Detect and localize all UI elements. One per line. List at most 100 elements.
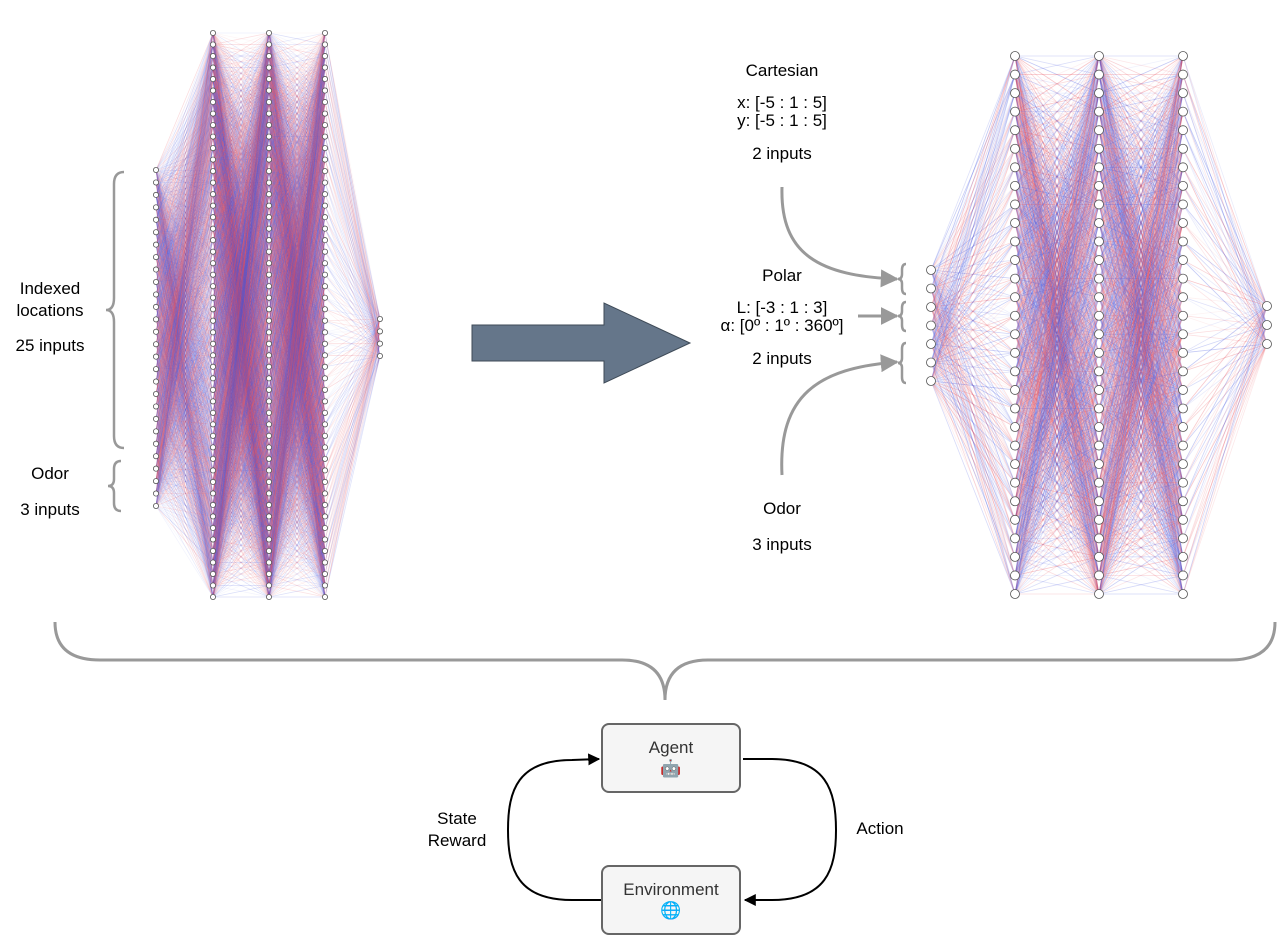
connection	[155, 206, 214, 218]
connection	[155, 207, 214, 356]
connection	[155, 231, 214, 253]
connection	[155, 281, 214, 333]
connection	[155, 44, 214, 295]
connection	[155, 231, 214, 264]
connection	[155, 169, 214, 310]
connection	[155, 257, 214, 436]
connection	[155, 182, 214, 425]
connection	[155, 124, 214, 307]
connection	[155, 113, 214, 283]
connection	[155, 136, 214, 270]
connection	[155, 78, 214, 220]
connection	[155, 244, 214, 333]
connection	[155, 294, 214, 413]
connection	[155, 319, 214, 563]
connection	[155, 285, 214, 333]
connection	[155, 136, 214, 208]
connection	[155, 194, 214, 298]
connection	[155, 182, 214, 575]
connection	[155, 294, 214, 586]
connection	[155, 55, 214, 220]
connection	[155, 256, 214, 333]
connection	[155, 169, 214, 183]
connection	[155, 269, 214, 529]
connection	[155, 207, 214, 517]
connection	[155, 219, 214, 230]
connection	[155, 269, 214, 482]
connection	[155, 90, 214, 320]
connection	[155, 294, 214, 425]
connection	[155, 55, 214, 295]
connection	[155, 169, 214, 356]
connection	[155, 44, 214, 320]
connection	[155, 281, 214, 402]
connection	[155, 78, 214, 270]
connection	[155, 244, 214, 321]
connection	[155, 269, 214, 299]
connection	[155, 207, 214, 344]
connection	[155, 90, 214, 283]
connection	[155, 256, 214, 413]
connection	[155, 228, 214, 258]
connection	[155, 55, 214, 332]
connection	[155, 232, 214, 390]
connection	[155, 257, 214, 575]
connection	[155, 281, 214, 459]
connection	[155, 124, 214, 332]
connection	[155, 217, 214, 332]
connection	[155, 169, 214, 379]
connection	[155, 306, 214, 529]
connection	[155, 194, 214, 344]
connection	[155, 90, 214, 332]
connection	[155, 147, 214, 220]
connection	[155, 182, 214, 586]
connection	[155, 232, 214, 598]
connection	[155, 67, 214, 196]
connection	[155, 244, 214, 276]
connection	[155, 232, 214, 505]
connection	[155, 269, 214, 413]
connection	[155, 78, 214, 208]
connection	[155, 306, 214, 598]
connection	[155, 294, 214, 322]
connection	[155, 294, 214, 448]
connection	[155, 124, 214, 171]
connection	[155, 169, 214, 172]
connection	[155, 194, 214, 517]
connection	[155, 147, 214, 283]
connection	[155, 194, 214, 218]
connection	[155, 257, 214, 482]
connection	[155, 182, 214, 229]
connection	[155, 256, 214, 264]
connection	[155, 207, 214, 586]
connection	[155, 44, 214, 171]
connection	[155, 256, 214, 402]
connection	[155, 124, 214, 295]
connection	[155, 262, 214, 333]
connection	[155, 306, 214, 506]
connection	[155, 274, 214, 333]
connection	[155, 169, 214, 275]
connection	[155, 170, 214, 270]
connection	[155, 244, 214, 413]
connection	[155, 101, 214, 183]
connection	[155, 228, 214, 295]
connection	[155, 55, 214, 307]
connection	[155, 182, 214, 218]
connection	[155, 90, 214, 245]
connection	[155, 239, 214, 332]
connection	[155, 170, 214, 283]
connection	[155, 194, 214, 586]
connection	[155, 90, 214, 220]
connection	[155, 232, 214, 356]
connection	[155, 182, 214, 310]
connection	[155, 207, 214, 402]
connection	[155, 44, 214, 307]
connection	[155, 306, 214, 414]
connection	[155, 32, 214, 307]
connection	[155, 251, 214, 320]
connection	[155, 124, 214, 208]
connection	[155, 207, 214, 367]
connection	[155, 262, 214, 308]
connection	[155, 182, 214, 367]
